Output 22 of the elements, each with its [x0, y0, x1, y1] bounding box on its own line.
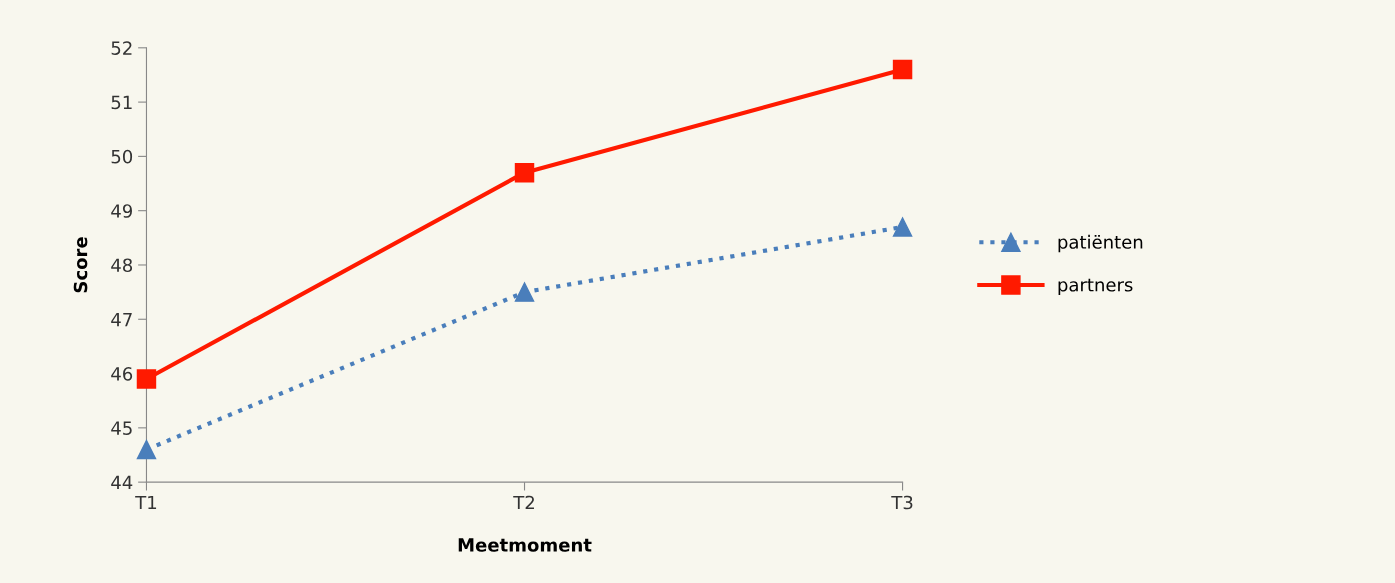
point: [136, 439, 157, 460]
legend-label: partners: [1058, 278, 1133, 296]
y-tick-label: 48: [111, 258, 133, 273]
x-tick-label: T2: [513, 495, 534, 510]
legend-label: patiënten: [1058, 234, 1143, 253]
point: [514, 162, 535, 183]
point: [514, 282, 535, 302]
point: [892, 59, 913, 80]
y-tick-label: 47: [111, 312, 132, 327]
y-tick-label: 51: [111, 95, 132, 110]
x-tick-label: T3: [891, 495, 913, 510]
y-tick-label: 46: [111, 367, 133, 381]
point: [136, 369, 157, 389]
x-axis-title: Meetmoment: [458, 538, 592, 552]
y-tick-label: 49: [111, 204, 133, 218]
y-axis-title: Score: [73, 237, 88, 293]
y-tick-label: 45: [111, 421, 132, 435]
y-tick-label: 44: [111, 475, 133, 489]
y-tick-label: 52: [111, 41, 132, 55]
y-tick-label: 50: [111, 149, 133, 164]
x-tick-label: T1: [135, 495, 157, 510]
point: [892, 217, 913, 237]
